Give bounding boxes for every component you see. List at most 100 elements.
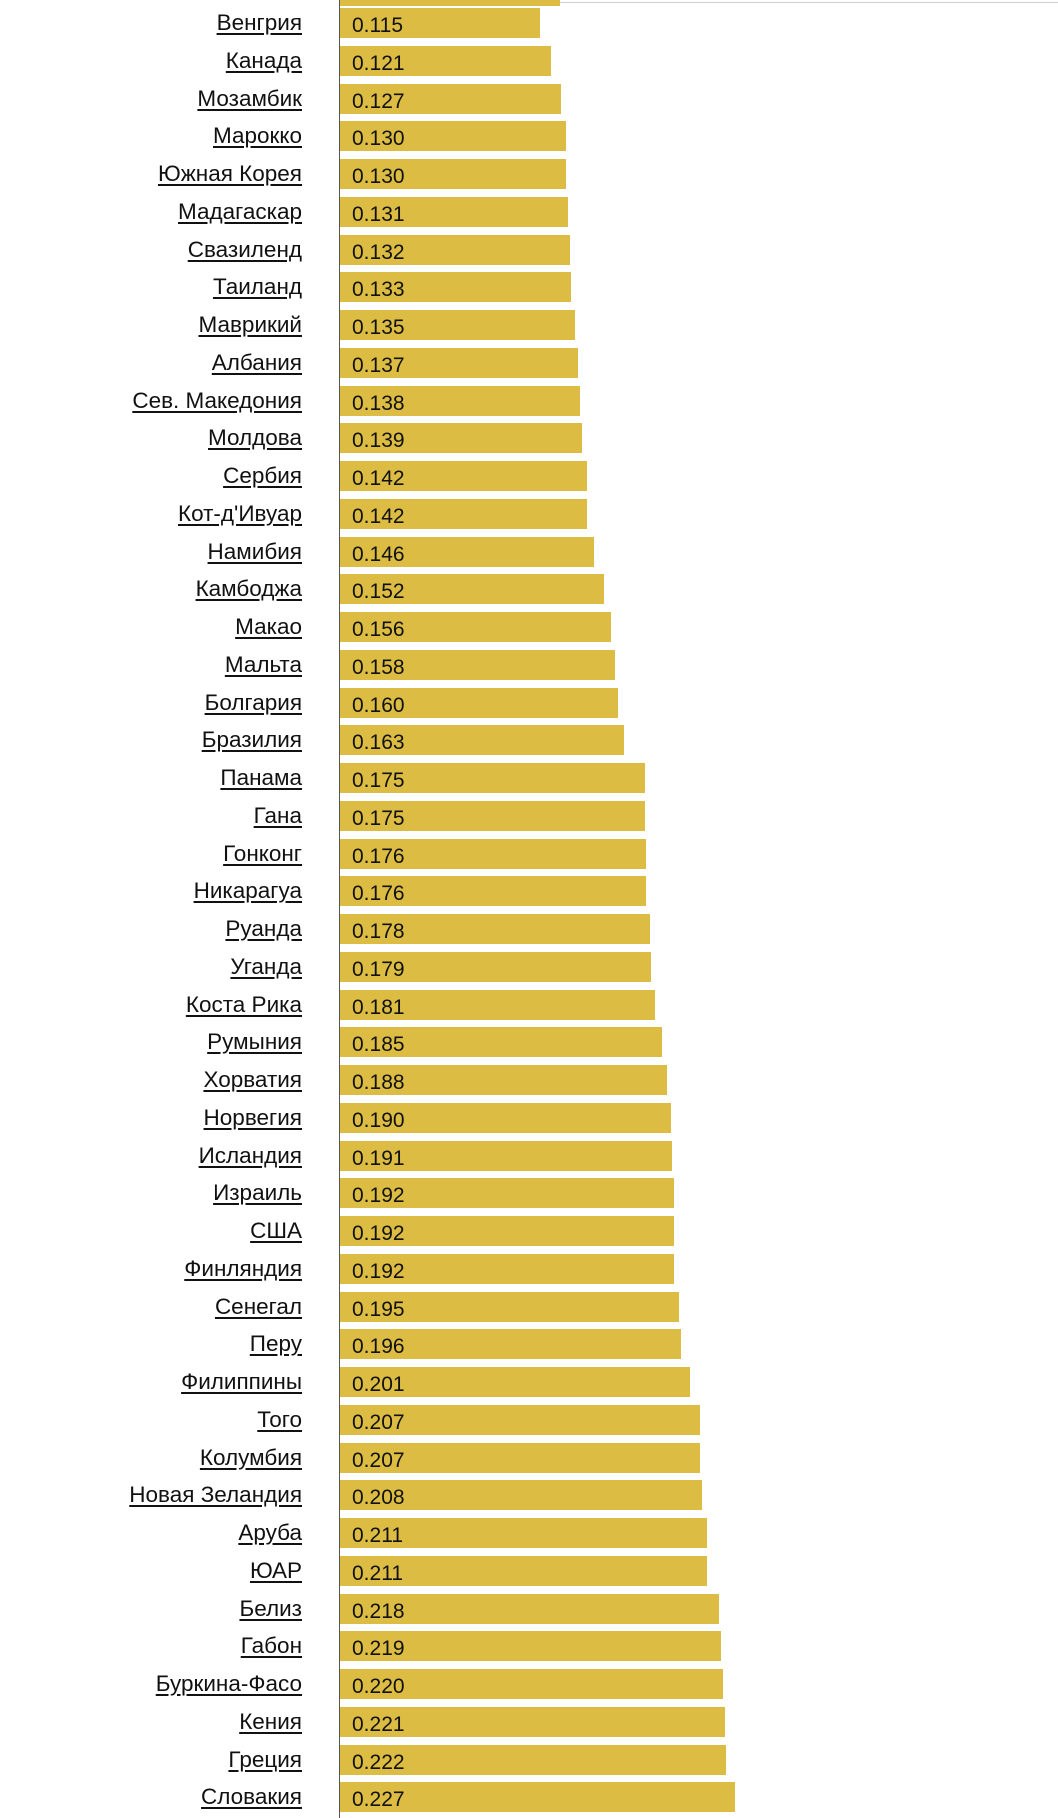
category-label-link[interactable]: Коста Рика bbox=[185, 991, 302, 1017]
value-label: 0.190 bbox=[352, 1108, 405, 1132]
category-label-link[interactable]: Кения bbox=[239, 1708, 302, 1734]
category-label-link[interactable]: Хорватия bbox=[203, 1067, 302, 1092]
category-label-link[interactable]: ЮАР bbox=[250, 1557, 302, 1583]
bar bbox=[340, 800, 645, 831]
category-label-link[interactable]: Филиппины bbox=[181, 1369, 302, 1394]
category-label-link[interactable]: Перу bbox=[249, 1331, 302, 1357]
value-label: 0.158 bbox=[352, 655, 405, 679]
bar-row: Намибия 0.146 bbox=[0, 536, 1058, 567]
category-label-link[interactable]: Мадагаскар bbox=[178, 198, 302, 224]
value-label: 0.138 bbox=[352, 391, 405, 415]
bar bbox=[340, 83, 561, 114]
category-label-link[interactable]: Сев. Македония bbox=[132, 387, 302, 413]
category-label-link[interactable]: Румыния bbox=[207, 1029, 302, 1055]
category-label-link[interactable]: Норвегия bbox=[203, 1104, 302, 1130]
category-label-link[interactable]: Камбоджа bbox=[195, 576, 302, 602]
value-label: 0.195 bbox=[352, 1297, 405, 1321]
category-label-link[interactable]: Того bbox=[257, 1406, 302, 1432]
value-label: 0.179 bbox=[352, 957, 405, 981]
category-label-link[interactable]: Марокко bbox=[213, 123, 302, 149]
value-label: 0.156 bbox=[352, 618, 405, 641]
bar bbox=[340, 1518, 707, 1548]
category-label-link[interactable]: Руанда bbox=[225, 916, 302, 941]
bar bbox=[340, 1555, 707, 1586]
value-label: 0.181 bbox=[352, 995, 405, 1019]
bar-row: Свазиленд 0.132 bbox=[0, 234, 1058, 265]
category-label-link[interactable]: Макао bbox=[235, 614, 302, 639]
category-label-link[interactable]: Финляндия bbox=[184, 1255, 302, 1281]
bar bbox=[340, 8, 540, 38]
bar bbox=[340, 121, 566, 152]
bar-row: Греция 0.222 bbox=[0, 1744, 1058, 1775]
category-label-link[interactable]: Уганда bbox=[230, 953, 302, 979]
category-label-link[interactable]: Молдова bbox=[208, 425, 302, 451]
bar bbox=[340, 310, 575, 340]
bar bbox=[340, 612, 611, 642]
category-label-link[interactable]: Албания bbox=[211, 349, 302, 375]
bar-row: Белиз 0.218 bbox=[0, 1593, 1058, 1624]
category-label-link[interactable]: Сенегал bbox=[214, 1293, 302, 1319]
bar bbox=[340, 951, 651, 982]
category-label-link[interactable]: Словакия bbox=[201, 1784, 302, 1810]
bar bbox=[340, 1404, 700, 1435]
value-label: 0.191 bbox=[352, 1146, 405, 1170]
category-label-link[interactable]: Сербия bbox=[223, 463, 302, 488]
category-label-link[interactable]: Маврикий bbox=[198, 312, 302, 337]
bar bbox=[340, 838, 646, 869]
category-label-link[interactable]: Венгрия bbox=[216, 10, 302, 35]
bar bbox=[340, 763, 645, 793]
bar bbox=[340, 1669, 723, 1699]
bar bbox=[340, 385, 580, 416]
category-label-link[interactable]: Габон bbox=[240, 1633, 302, 1659]
bar-row: Аруба 0.211 bbox=[0, 1518, 1058, 1548]
category-label-link[interactable]: Аруба bbox=[238, 1520, 302, 1545]
bar-row: Маврикий 0.135 bbox=[0, 310, 1058, 340]
category-label-link[interactable]: Таиланд bbox=[212, 274, 302, 300]
bar bbox=[340, 536, 594, 567]
bar-row: Кения 0.221 bbox=[0, 1706, 1058, 1737]
category-label-link[interactable]: Израиль bbox=[213, 1180, 302, 1206]
value-label: 0.221 bbox=[352, 1712, 405, 1736]
category-axis bbox=[339, 0, 340, 1818]
category-label-link[interactable]: Намибия bbox=[207, 538, 302, 564]
bar bbox=[340, 45, 551, 76]
category-label-link[interactable]: Греция bbox=[228, 1746, 302, 1772]
value-label: 0.133 bbox=[352, 278, 405, 302]
bar bbox=[340, 1631, 721, 1662]
bar-row: Того 0.207 bbox=[0, 1404, 1058, 1435]
category-label-link[interactable]: Кот-д'Ивуар bbox=[177, 500, 302, 526]
value-label: 0.146 bbox=[352, 542, 405, 566]
category-label-link[interactable]: Мозамбик bbox=[197, 85, 302, 111]
bar-row: Финляндия 0.192 bbox=[0, 1253, 1058, 1284]
category-label-link[interactable]: Гана bbox=[253, 802, 302, 828]
category-label-link[interactable]: Колумбия bbox=[199, 1444, 302, 1470]
category-label-link[interactable]: Никарагуа bbox=[193, 878, 302, 904]
category-label-link[interactable]: Гонконг bbox=[223, 840, 302, 866]
category-label-link[interactable]: Бразилия bbox=[201, 727, 302, 753]
bar bbox=[340, 1442, 700, 1473]
category-label-link[interactable]: Мальта bbox=[224, 651, 302, 677]
value-label: 0.176 bbox=[352, 844, 405, 868]
category-label-link[interactable]: Южная Корея bbox=[158, 161, 302, 186]
value-label: 0.178 bbox=[352, 920, 405, 943]
bar bbox=[340, 687, 618, 718]
value-label: 0.222 bbox=[352, 1750, 405, 1774]
value-label: 0.163 bbox=[352, 731, 405, 755]
category-label-link[interactable]: Панама bbox=[220, 765, 302, 790]
bar bbox=[340, 1593, 719, 1624]
category-label-link[interactable]: Болгария bbox=[204, 689, 302, 715]
category-label-link[interactable]: Белиз bbox=[239, 1595, 302, 1621]
bar-row: Бразилия 0.163 bbox=[0, 725, 1058, 756]
category-label-link[interactable]: Буркина-Фасо bbox=[155, 1671, 302, 1696]
category-label-link[interactable]: Исландия bbox=[198, 1142, 302, 1168]
bar bbox=[340, 876, 646, 907]
category-label-link[interactable]: Свазиленд bbox=[187, 236, 302, 262]
category-label-link[interactable]: США bbox=[250, 1218, 302, 1243]
value-label: 0.201 bbox=[352, 1373, 405, 1396]
category-label-link[interactable]: Новая Зеландия bbox=[129, 1482, 302, 1508]
value-label: 0.137 bbox=[352, 353, 405, 377]
bar-row: Никарагуа 0.176 bbox=[0, 876, 1058, 907]
bar bbox=[340, 1706, 725, 1737]
category-label-link[interactable]: Канада bbox=[225, 47, 302, 73]
bar-row: Марокко 0.130 bbox=[0, 121, 1058, 152]
